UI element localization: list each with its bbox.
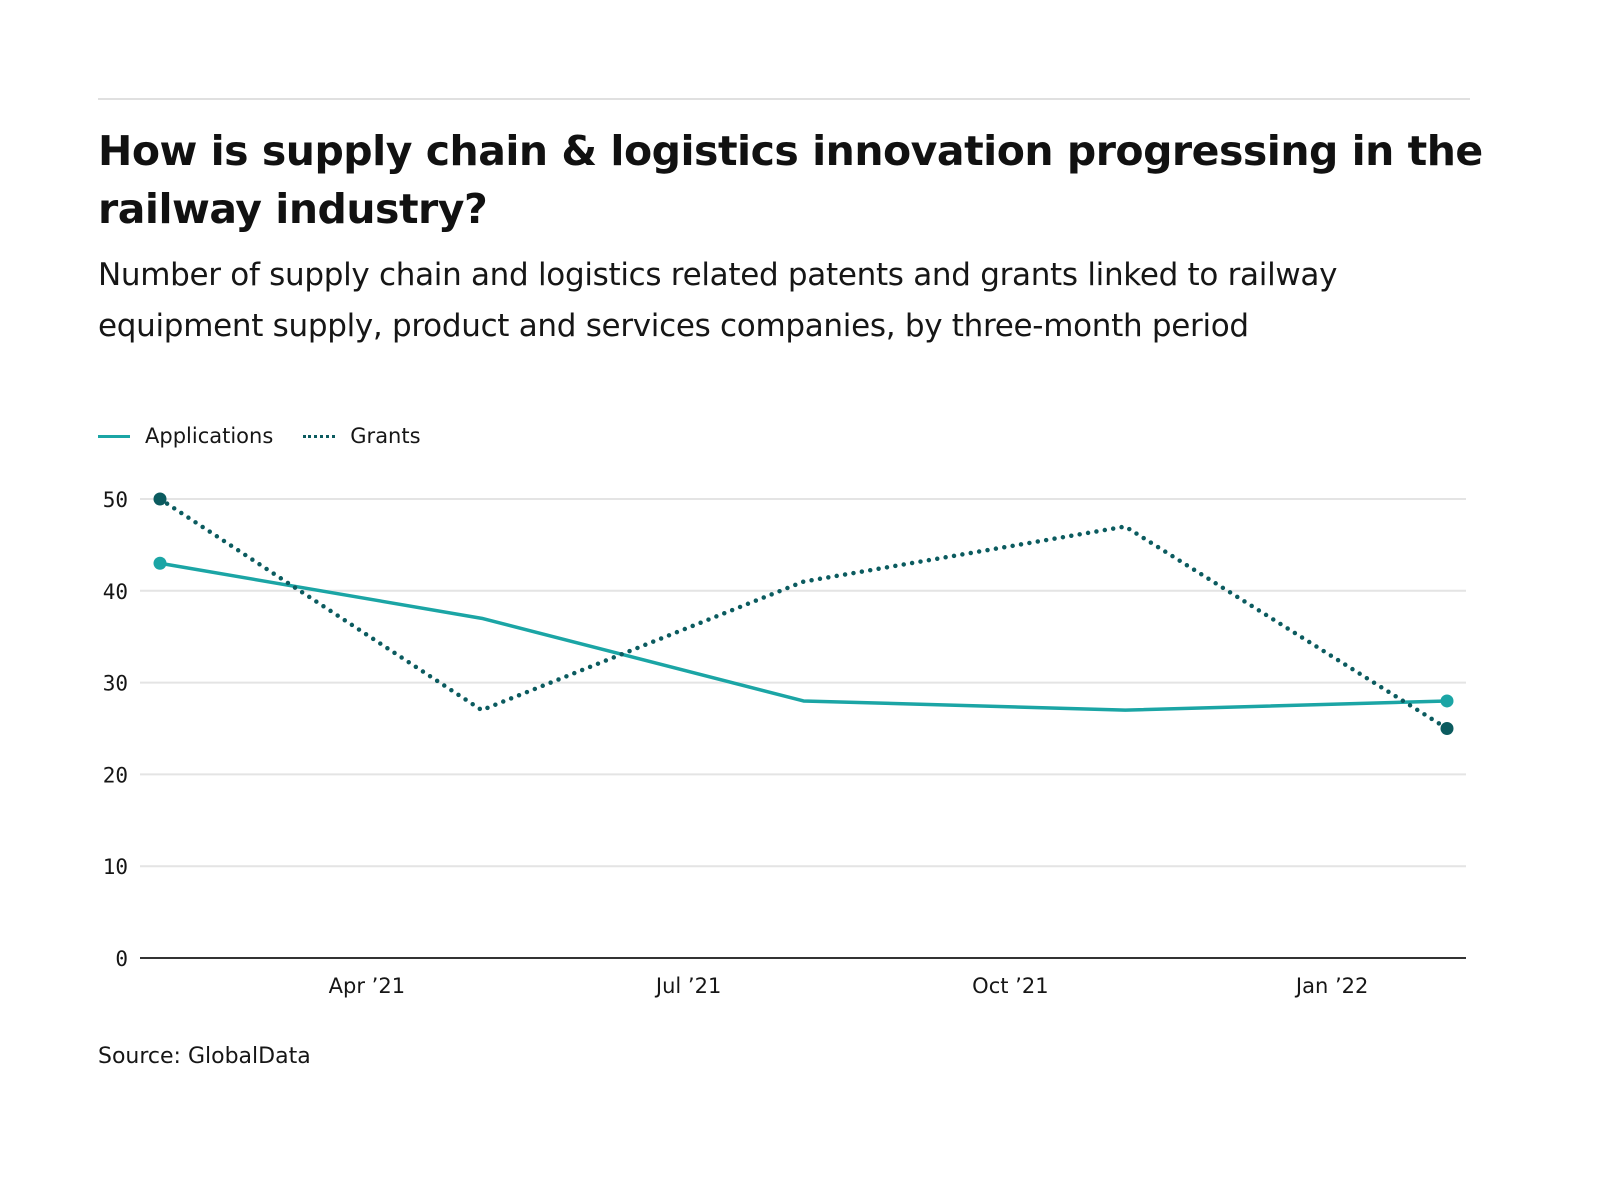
series-lines <box>157 496 1450 731</box>
legend-item-applications: Applications <box>98 424 273 448</box>
y-tick-label: 30 <box>103 672 128 696</box>
chart-title: How is supply chain & logistics innovati… <box>98 127 1483 233</box>
endpoint-marker-grants <box>1440 722 1454 735</box>
legend-item-grants: Grants <box>303 424 421 448</box>
solid-line-swatch-icon <box>98 434 130 438</box>
legend: Applications Grants <box>98 420 451 452</box>
top-divider <box>98 98 1470 100</box>
endpoint-marker-applications <box>1440 694 1454 708</box>
x-tick-label: Jul ’21 <box>654 974 721 998</box>
y-tick-label: 50 <box>103 488 128 512</box>
y-tick-label: 10 <box>103 855 128 879</box>
dotted-line-swatch-icon <box>303 434 336 438</box>
x-tick-label: Jan ’22 <box>1294 974 1368 998</box>
legend-label: Applications <box>145 424 274 448</box>
endpoint-marker-grants <box>153 492 167 506</box>
endpoint-marker-applications <box>153 556 167 570</box>
y-axis-ticks: 0 10 20 30 40 50 <box>103 488 128 971</box>
gridlines <box>140 498 1466 868</box>
series-markers <box>153 492 1454 735</box>
y-tick-label: 40 <box>103 580 128 604</box>
chart-subtitle: Number of supply chain and logistics rel… <box>98 257 1338 344</box>
series-line-grants <box>157 496 1450 731</box>
y-tick-label: 20 <box>103 763 128 787</box>
x-axis-ticks: Apr ’21 Jul ’21 Oct ’21 Jan ’22 <box>329 974 1369 998</box>
x-tick-label: Apr ’21 <box>329 974 405 998</box>
series-line-applications <box>159 561 1448 712</box>
x-tick-label: Oct ’21 <box>972 974 1048 998</box>
source-note: Source: GlobalData <box>98 1044 311 1069</box>
legend-label: Grants <box>350 424 421 448</box>
y-tick-label: 0 <box>115 947 128 971</box>
